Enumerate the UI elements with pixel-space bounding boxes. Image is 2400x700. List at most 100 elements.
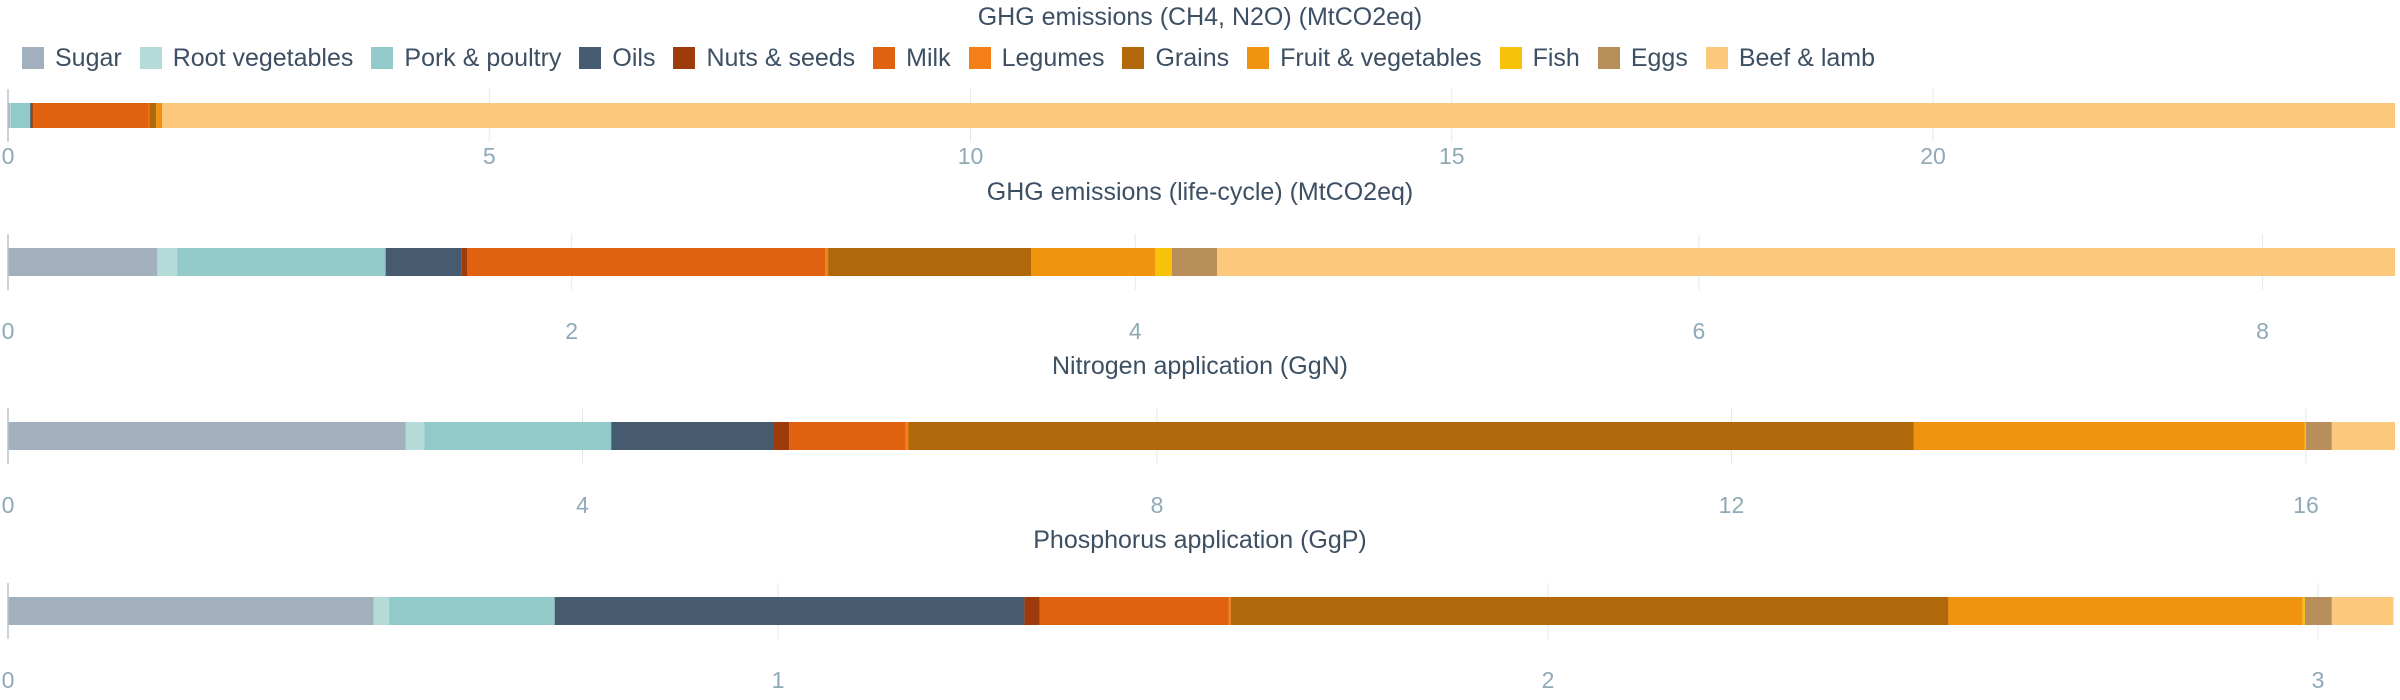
tick-label: 0 <box>2 492 15 518</box>
bar-segment <box>389 597 555 625</box>
bar-segment <box>385 248 462 276</box>
bar-segment <box>162 103 2395 128</box>
legend-label: Nuts & seeds <box>706 43 856 72</box>
legend-swatch <box>22 47 44 69</box>
tick-label: 0 <box>2 143 15 169</box>
bar-segment <box>2304 597 2332 625</box>
bar-segment <box>8 103 10 128</box>
bar-segment <box>2305 422 2332 450</box>
bar-segment <box>8 597 374 625</box>
legend-swatch <box>1705 47 1728 69</box>
legend-item[interactable]: Sugar <box>22 44 122 73</box>
chart-title: GHG emissions (life-cycle) (MtCO2eq) <box>987 178 1413 206</box>
legend-swatch <box>673 47 696 69</box>
legend-swatch <box>873 47 896 69</box>
legend-item[interactable]: Nuts & seeds <box>673 44 855 73</box>
bar-segment <box>1228 597 1231 625</box>
legend-item[interactable]: Legumes <box>968 43 1105 73</box>
bar-segment <box>554 597 1025 625</box>
legend-item[interactable]: Fruit & vegetables <box>1247 44 1482 73</box>
tick-label: 12 <box>1719 492 1745 518</box>
bar-segment <box>9 103 11 128</box>
tick-label: 0 <box>2 318 15 344</box>
bar-segment <box>461 248 468 276</box>
bar-segment <box>1031 248 1155 276</box>
bar-segment <box>2331 422 2395 450</box>
bar-segment <box>156 103 162 128</box>
bar-segment <box>10 103 31 128</box>
legend-label: Fish <box>1532 43 1580 72</box>
legend-swatch <box>139 47 162 69</box>
bar-segment <box>405 422 425 450</box>
bar-segment <box>33 103 149 128</box>
legend-item[interactable]: Root vegetables <box>139 43 354 73</box>
legend-item[interactable]: Pork & poultry <box>371 44 561 73</box>
legend-label: Root vegetables <box>172 43 354 72</box>
legend-item[interactable]: Beef & lamb <box>1705 43 1876 73</box>
bar-segment <box>908 422 1914 450</box>
legend-swatch <box>968 47 991 69</box>
bar-segment <box>611 422 774 450</box>
bar-segment <box>373 597 390 625</box>
bar-segment <box>1230 597 1949 625</box>
bar-segment <box>789 422 906 450</box>
legend-swatch <box>1499 47 1522 69</box>
bar-segment <box>1948 597 2303 625</box>
tick-label: 3 <box>2312 667 2325 693</box>
legend: Sugar Root vegetables Pork & poultry Oils Nu… <box>22 40 1893 76</box>
bar-segment <box>161 103 162 128</box>
tick-label: 2 <box>565 318 578 344</box>
bar-segment <box>2302 597 2305 625</box>
tick-label: 2 <box>1542 667 1555 693</box>
bar-segment <box>825 248 829 276</box>
chart-title: Phosphorus application (GgP) <box>1033 526 1367 554</box>
legend-item[interactable]: Oils <box>579 44 655 73</box>
bar-segment <box>1217 248 2395 276</box>
tick-label: 8 <box>2256 318 2269 344</box>
tick-label: 4 <box>576 492 589 518</box>
tick-label: 10 <box>958 143 984 169</box>
bar-segment <box>177 248 386 276</box>
bar-segment <box>828 248 1031 276</box>
tick-label: 0 <box>2 667 15 693</box>
legend-swatch <box>1122 47 1145 69</box>
tick-label: 20 <box>1920 143 1946 169</box>
bar-segment <box>424 422 612 450</box>
legend-label: Oils <box>612 43 656 72</box>
bar-segment <box>8 422 406 450</box>
legend-item[interactable]: Fish <box>1499 43 1580 73</box>
bar-segment <box>157 248 178 276</box>
legend-item[interactable]: Eggs <box>1597 43 1688 73</box>
tick-label: 5 <box>483 143 496 169</box>
tick-label: 6 <box>1693 318 1706 344</box>
legend-swatch <box>579 47 602 69</box>
bar-segment <box>467 248 826 276</box>
tick-label: 16 <box>2293 492 2319 518</box>
bar-segment <box>905 422 909 450</box>
legend-label: Sugar <box>55 43 122 72</box>
chart-title: GHG emissions (CH4, N2O) (MtCO2eq) <box>978 3 1423 31</box>
legend-item[interactable]: Milk <box>873 43 951 73</box>
tick-label: 15 <box>1439 143 1465 169</box>
legend-label: Fruit & vegetables <box>1280 43 1482 72</box>
tick-label: 1 <box>772 667 785 693</box>
legend-item[interactable]: Grains <box>1122 44 1229 73</box>
tick-label: 8 <box>1151 492 1164 518</box>
bar-segment <box>30 103 33 128</box>
legend-label: Grains <box>1155 43 1230 72</box>
bar-segment <box>8 248 158 276</box>
bar-segment <box>2331 597 2394 625</box>
bar-segment <box>1155 248 1172 276</box>
legend-label: Legumes <box>1001 43 1105 72</box>
bar-segment <box>773 422 790 450</box>
legend-label: Beef & lamb <box>1738 43 1876 72</box>
bar-segment <box>1913 422 2305 450</box>
bar-segment <box>1171 248 1217 276</box>
bar-segment <box>148 103 150 128</box>
bar-segment <box>32 103 34 128</box>
legend-swatch <box>371 47 394 69</box>
legend-swatch <box>1597 47 1620 69</box>
legend-label: Eggs <box>1630 43 1688 72</box>
legend-label: Milk <box>906 43 951 72</box>
